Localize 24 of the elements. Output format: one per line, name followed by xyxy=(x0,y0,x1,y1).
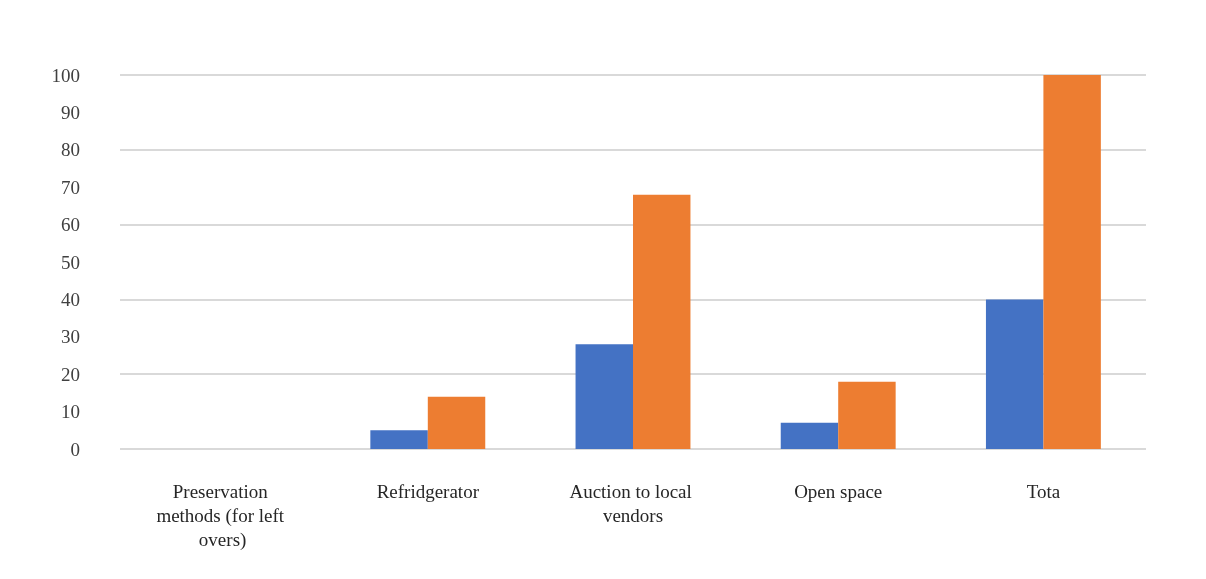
y-tick-label: 60 xyxy=(61,214,80,236)
y-tick-label: 40 xyxy=(61,288,80,310)
x-tick-label: Open space xyxy=(794,480,883,502)
bar xyxy=(838,381,896,449)
y-tick-label: 70 xyxy=(61,176,80,198)
bar xyxy=(633,194,691,449)
y-tick-label: 80 xyxy=(61,139,80,161)
y-tick-label: 100 xyxy=(51,64,80,86)
bar xyxy=(427,396,486,449)
y-tick-label: 20 xyxy=(61,363,80,385)
x-tick-label: Auction to local vendors xyxy=(569,480,697,526)
x-tick-label: Refridgerator xyxy=(376,480,480,502)
y-tick-label: 10 xyxy=(61,401,80,423)
y-tick-label: 30 xyxy=(61,326,80,348)
bar xyxy=(1043,75,1101,449)
y-tick-label: 50 xyxy=(61,251,80,273)
bar xyxy=(780,422,839,449)
bar xyxy=(985,299,1044,449)
x-tick-label: Tota xyxy=(1026,480,1061,502)
y-tick-label: 90 xyxy=(61,101,80,123)
bar xyxy=(370,430,428,449)
y-tick-label: 0 xyxy=(70,438,80,460)
x-tick-label: Preservation methods (for left overs) xyxy=(156,480,289,551)
bar xyxy=(575,344,633,449)
